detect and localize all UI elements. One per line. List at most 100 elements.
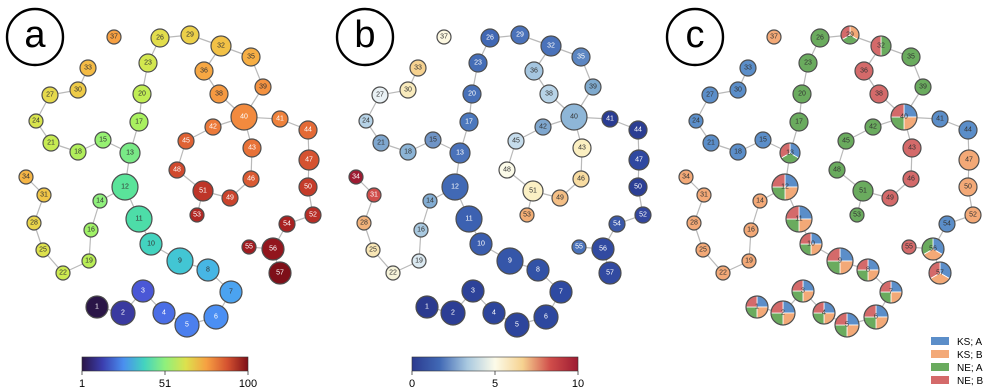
node-13[interactable]: 13 — [449, 142, 471, 164]
node-15[interactable]: 15 — [94, 131, 112, 149]
node-28[interactable]: 28 — [686, 215, 702, 231]
node-14[interactable]: 14 — [422, 193, 438, 209]
node-18[interactable]: 18 — [399, 143, 417, 161]
node-42[interactable]: 42 — [534, 118, 552, 136]
node-55[interactable]: 55 — [241, 239, 257, 255]
node-9[interactable]: 9 — [826, 247, 854, 275]
node-32[interactable]: 32 — [540, 35, 562, 57]
node-12[interactable]: 12 — [771, 173, 799, 201]
node-53[interactable]: 53 — [519, 207, 535, 223]
node-9[interactable]: 9 — [166, 247, 194, 275]
node-16[interactable]: 16 — [413, 222, 429, 238]
node-52[interactable]: 52 — [964, 206, 982, 224]
node-16[interactable]: 16 — [743, 222, 759, 238]
node-49[interactable]: 49 — [221, 189, 239, 207]
node-33[interactable]: 33 — [79, 59, 97, 77]
node-18[interactable]: 18 — [729, 143, 747, 161]
node-43[interactable]: 43 — [242, 138, 262, 158]
node-21[interactable]: 21 — [372, 134, 390, 152]
node-40[interactable]: 40 — [230, 103, 258, 131]
node-1[interactable]: 1 — [415, 295, 439, 319]
node-31[interactable]: 31 — [696, 187, 712, 203]
node-47[interactable]: 47 — [958, 149, 980, 171]
node-35[interactable]: 35 — [571, 47, 591, 67]
node-20[interactable]: 20 — [132, 84, 152, 104]
node-48[interactable]: 48 — [168, 161, 186, 179]
node-47[interactable]: 47 — [628, 149, 650, 171]
node-30[interactable]: 30 — [69, 81, 87, 99]
node-29[interactable]: 29 — [840, 25, 860, 45]
node-55[interactable]: 55 — [901, 239, 917, 255]
node-31[interactable]: 31 — [36, 187, 52, 203]
node-20[interactable]: 20 — [792, 84, 812, 104]
node-8[interactable]: 8 — [526, 258, 550, 282]
node-4[interactable]: 4 — [812, 301, 836, 325]
node-40[interactable]: 40 — [890, 103, 918, 131]
node-6[interactable]: 6 — [533, 304, 559, 330]
node-11[interactable]: 11 — [455, 205, 483, 233]
node-13[interactable]: 13 — [119, 142, 141, 164]
node-56[interactable]: 56 — [261, 237, 285, 261]
node-37[interactable]: 37 — [766, 29, 782, 45]
node-51[interactable]: 51 — [852, 180, 874, 202]
node-38[interactable]: 38 — [869, 84, 889, 104]
node-16[interactable]: 16 — [83, 222, 99, 238]
node-26[interactable]: 26 — [810, 28, 830, 48]
node-9[interactable]: 9 — [496, 247, 524, 275]
node-32[interactable]: 32 — [870, 35, 892, 57]
node-39[interactable]: 39 — [254, 78, 272, 96]
node-38[interactable]: 38 — [209, 84, 229, 104]
node-53[interactable]: 53 — [189, 207, 205, 223]
node-27[interactable]: 27 — [701, 86, 719, 104]
node-5[interactable]: 5 — [504, 312, 530, 338]
node-13[interactable]: 13 — [779, 142, 801, 164]
node-43[interactable]: 43 — [902, 138, 922, 158]
node-52[interactable]: 52 — [304, 206, 322, 224]
node-57[interactable]: 57 — [928, 261, 952, 285]
node-17[interactable]: 17 — [459, 112, 479, 132]
node-22[interactable]: 22 — [715, 265, 731, 281]
node-7[interactable]: 7 — [549, 280, 573, 304]
node-47[interactable]: 47 — [298, 149, 320, 171]
node-25[interactable]: 25 — [695, 242, 711, 258]
node-23[interactable]: 23 — [138, 53, 158, 73]
node-12[interactable]: 12 — [441, 173, 469, 201]
node-42[interactable]: 42 — [864, 118, 882, 136]
node-24[interactable]: 24 — [28, 113, 44, 129]
node-48[interactable]: 48 — [828, 161, 846, 179]
node-44[interactable]: 44 — [628, 120, 648, 140]
node-3[interactable]: 3 — [131, 279, 155, 303]
node-3[interactable]: 3 — [461, 279, 485, 303]
node-34[interactable]: 34 — [348, 169, 364, 185]
node-50[interactable]: 50 — [298, 177, 318, 197]
node-41[interactable]: 41 — [931, 110, 949, 128]
node-15[interactable]: 15 — [424, 131, 442, 149]
node-36[interactable]: 36 — [524, 61, 544, 81]
node-17[interactable]: 17 — [129, 112, 149, 132]
node-51[interactable]: 51 — [192, 180, 214, 202]
node-35[interactable]: 35 — [241, 47, 261, 67]
node-46[interactable]: 46 — [902, 170, 920, 188]
node-11[interactable]: 11 — [125, 205, 153, 233]
node-10[interactable]: 10 — [139, 232, 163, 256]
node-11[interactable]: 11 — [785, 205, 813, 233]
node-33[interactable]: 33 — [739, 59, 757, 77]
node-28[interactable]: 28 — [356, 215, 372, 231]
node-8[interactable]: 8 — [856, 258, 880, 282]
node-56[interactable]: 56 — [921, 237, 945, 261]
node-23[interactable]: 23 — [468, 53, 488, 73]
node-4[interactable]: 4 — [152, 301, 176, 325]
node-51[interactable]: 51 — [522, 180, 544, 202]
node-20[interactable]: 20 — [462, 84, 482, 104]
node-21[interactable]: 21 — [42, 134, 60, 152]
node-29[interactable]: 29 — [510, 25, 530, 45]
node-39[interactable]: 39 — [584, 78, 602, 96]
node-35[interactable]: 35 — [901, 47, 921, 67]
node-24[interactable]: 24 — [688, 113, 704, 129]
node-31[interactable]: 31 — [366, 187, 382, 203]
node-45[interactable]: 45 — [177, 132, 195, 150]
node-7[interactable]: 7 — [879, 280, 903, 304]
node-42[interactable]: 42 — [204, 118, 222, 136]
node-21[interactable]: 21 — [702, 134, 720, 152]
node-50[interactable]: 50 — [628, 177, 648, 197]
